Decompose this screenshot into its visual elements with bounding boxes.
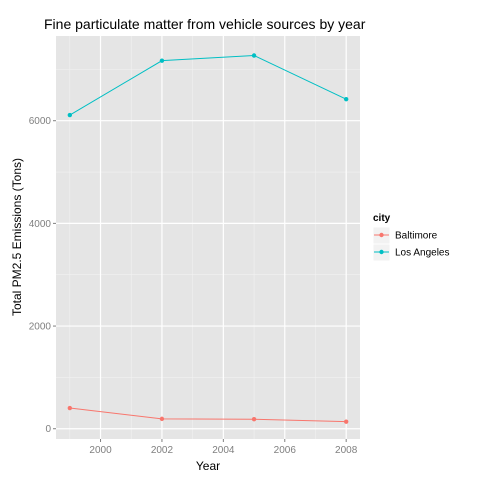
- legend-label: Baltimore: [395, 231, 438, 242]
- legend-title: city: [373, 213, 391, 224]
- y-tick-label: 4000: [29, 219, 52, 230]
- y-tick-label: 6000: [29, 116, 52, 127]
- data-point: [343, 419, 349, 424]
- data-point: [251, 53, 257, 58]
- x-tick-label: 2004: [212, 445, 235, 456]
- grid-layer: [56, 36, 360, 439]
- data-point: [159, 58, 165, 63]
- chart-title: Fine particulate matter from vehicle sou…: [44, 16, 366, 32]
- y-tick-label: 0: [45, 424, 51, 435]
- data-point: [343, 96, 349, 102]
- legend: city Baltimore Los Angeles: [372, 213, 450, 262]
- y-axis-title: Total PM2.5 Emissions (Tons): [10, 158, 24, 316]
- x-axis-title: Year: [196, 459, 220, 473]
- x-tick-label: 2002: [151, 445, 174, 456]
- data-point: [159, 416, 165, 422]
- data-point: [251, 417, 257, 422]
- legend-key-point: [379, 249, 384, 255]
- series-line: [69, 55, 347, 116]
- axis-layer: 2000 2002 2004 2006 2008 0 2000 4000 6000: [29, 116, 358, 456]
- legend-items: Baltimore Los Angeles: [372, 226, 450, 262]
- legend-label: Los Angeles: [395, 248, 450, 259]
- y-tick-label: 2000: [29, 322, 52, 333]
- data-point: [67, 112, 73, 118]
- series-layer: [67, 53, 349, 424]
- x-tick-label: 2006: [274, 445, 297, 456]
- x-tick-label: 2000: [89, 445, 112, 456]
- plot-panel: [56, 36, 360, 439]
- data-point: [67, 405, 73, 411]
- legend-key-point: [379, 232, 384, 238]
- series-line: [69, 407, 347, 423]
- x-tick-label: 2008: [335, 445, 358, 456]
